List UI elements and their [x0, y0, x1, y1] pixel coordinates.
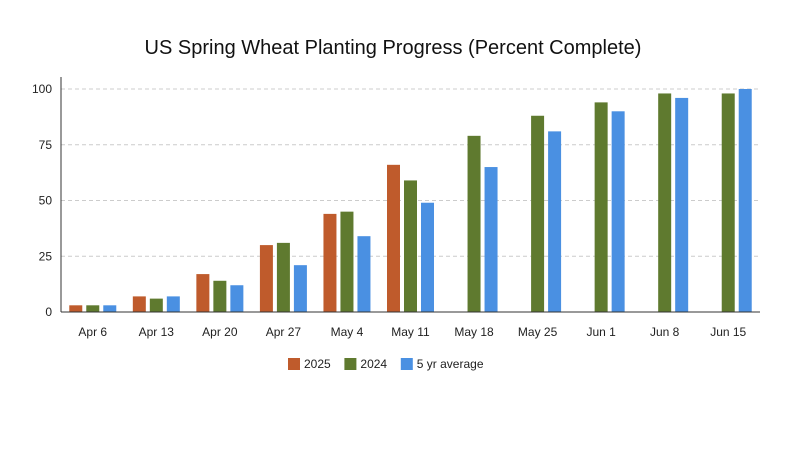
- legend-label: 2025: [304, 357, 331, 371]
- x-tick-label: May 4: [331, 325, 364, 339]
- bar-5-yr-average: [484, 167, 498, 312]
- bar-2024: [467, 135, 481, 312]
- bar-2024: [86, 305, 100, 312]
- y-tick-label: 75: [39, 138, 53, 152]
- x-tick-label: May 25: [518, 325, 558, 339]
- legend-label: 2024: [360, 357, 387, 371]
- bar-5-yr-average: [611, 111, 625, 312]
- bar-5-yr-average: [166, 296, 180, 312]
- y-tick-label: 50: [39, 194, 53, 208]
- x-tick-label: Jun 8: [650, 325, 680, 339]
- x-tick-label: Apr 13: [139, 325, 175, 339]
- grid-layer: [61, 88, 760, 257]
- legend-label: 5 yr average: [417, 357, 484, 371]
- bar-2024: [658, 93, 672, 313]
- axis-layer: 0 25 50 75 100 Apr 6 Apr 13 Apr 20 Apr 27 May 4 Ma…: [32, 77, 760, 339]
- bar-2024: [594, 102, 608, 312]
- bar-5-yr-average: [103, 305, 117, 312]
- bar-2025: [132, 296, 146, 312]
- bar-5-yr-average: [357, 236, 371, 312]
- bar-2025: [259, 245, 273, 312]
- legend: 2025 2024 5 yr average: [288, 357, 484, 371]
- legend-swatch: [344, 358, 357, 370]
- bar-5-yr-average: [421, 202, 434, 312]
- x-tick-label: Apr 27: [266, 325, 302, 339]
- bar-2024: [340, 211, 354, 312]
- bar-2024: [276, 242, 290, 312]
- bar-2024: [149, 298, 163, 312]
- legend-swatch: [288, 358, 300, 370]
- bar-2025: [196, 274, 210, 312]
- x-tick-label: Apr 20: [202, 325, 238, 339]
- bar-2025: [387, 164, 400, 312]
- bar-2024: [213, 280, 227, 312]
- bar-2024: [531, 115, 545, 312]
- x-tick-label: Apr 6: [78, 325, 107, 339]
- legend-swatch: [400, 358, 413, 370]
- bar-5-yr-average: [738, 89, 752, 312]
- x-tick-label: May 18: [454, 325, 494, 339]
- bar-2024: [721, 93, 735, 313]
- bars-layer: [69, 89, 752, 313]
- y-tick-label: 0: [45, 305, 52, 319]
- bar-2025: [323, 213, 337, 312]
- bar-5-yr-average: [675, 97, 689, 312]
- bar-5-yr-average: [293, 265, 307, 312]
- x-tick-label: May 11: [391, 325, 430, 339]
- bar-5-yr-average: [548, 131, 562, 312]
- bar-5-yr-average: [230, 285, 244, 312]
- y-tick-label: 100: [32, 82, 52, 96]
- bar-2025: [69, 305, 83, 312]
- x-tick-label: Jun 15: [710, 325, 746, 339]
- bar-2024: [404, 180, 417, 312]
- y-tick-label: 25: [39, 249, 53, 263]
- chart-title: US Spring Wheat Planting Progress (Perce…: [145, 37, 642, 59]
- x-tick-label: Jun 1: [586, 325, 616, 339]
